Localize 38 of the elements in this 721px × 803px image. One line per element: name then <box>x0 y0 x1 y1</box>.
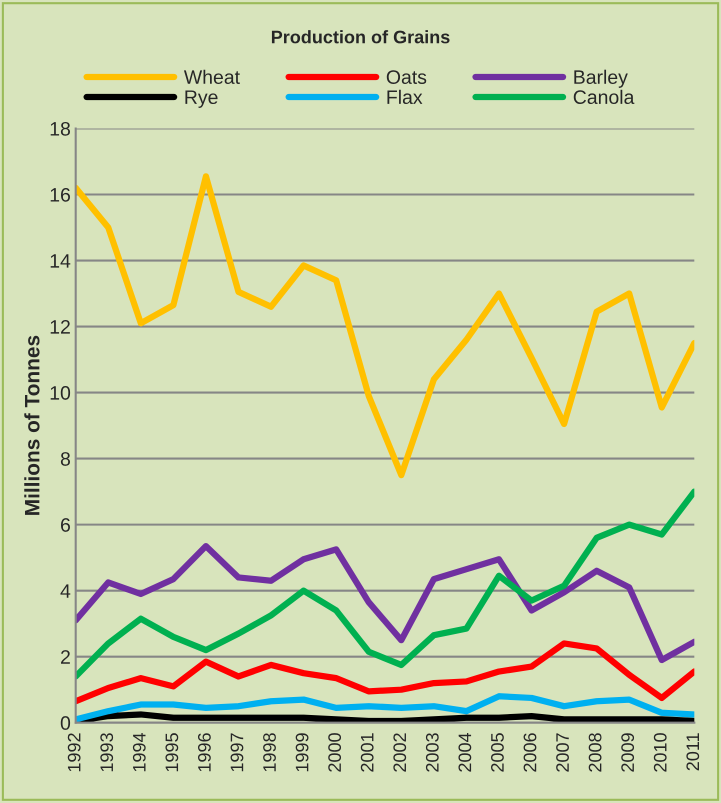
x-tick-label: 1992 <box>68 733 81 772</box>
y-tick-label: 10 <box>50 386 70 400</box>
x-tick-label: 1993 <box>100 733 114 772</box>
y-tick-label: 12 <box>50 320 70 334</box>
y-tick-label: 6 <box>61 518 70 532</box>
y-tick-label: 16 <box>50 188 70 202</box>
y-tick-label: 18 <box>50 122 70 136</box>
x-tick-label: 1995 <box>165 733 178 772</box>
x-tick-label: 2004 <box>458 732 472 772</box>
x-tick-label: 2001 <box>360 733 374 772</box>
legend-label: Flax <box>387 90 422 104</box>
x-tick-label: 2008 <box>588 733 602 772</box>
y-tick-label: 0 <box>60 716 70 730</box>
y-tick-label: 4 <box>60 584 70 598</box>
x-tick-label: 2011 <box>686 733 700 770</box>
x-tick-label: 2009 <box>621 733 634 772</box>
y-tick-label: 8 <box>60 452 70 466</box>
x-tick-label: 1998 <box>263 733 276 772</box>
x-tick-label: 2000 <box>328 733 342 772</box>
x-tick-label: 2002 <box>393 733 406 772</box>
legend-label: Wheat <box>184 70 240 84</box>
legend-label: Oats <box>386 70 426 84</box>
y-axis-title: Millions of Tonnes <box>24 336 40 515</box>
y-tick-label: 2 <box>61 650 70 664</box>
x-tick-label: 2005 <box>491 733 504 772</box>
x-tick-label: 1997 <box>230 733 244 772</box>
x-tick-label: 1996 <box>198 733 211 772</box>
x-tick-label: 2006 <box>524 733 536 772</box>
x-tick-label: 2003 <box>426 733 439 772</box>
chart-title: Production of Grains <box>272 30 450 44</box>
legend-label: Canola <box>574 90 634 104</box>
x-tick-label: 2010 <box>654 733 667 772</box>
x-tick-label: 2007 <box>556 733 569 772</box>
x-tick-label: 1994 <box>132 732 146 772</box>
x-tick-label: 1999 <box>296 733 308 772</box>
legend-label: Rye <box>185 90 218 108</box>
y-tick-label: 14 <box>50 254 70 268</box>
legend-label: Barley <box>574 70 628 88</box>
